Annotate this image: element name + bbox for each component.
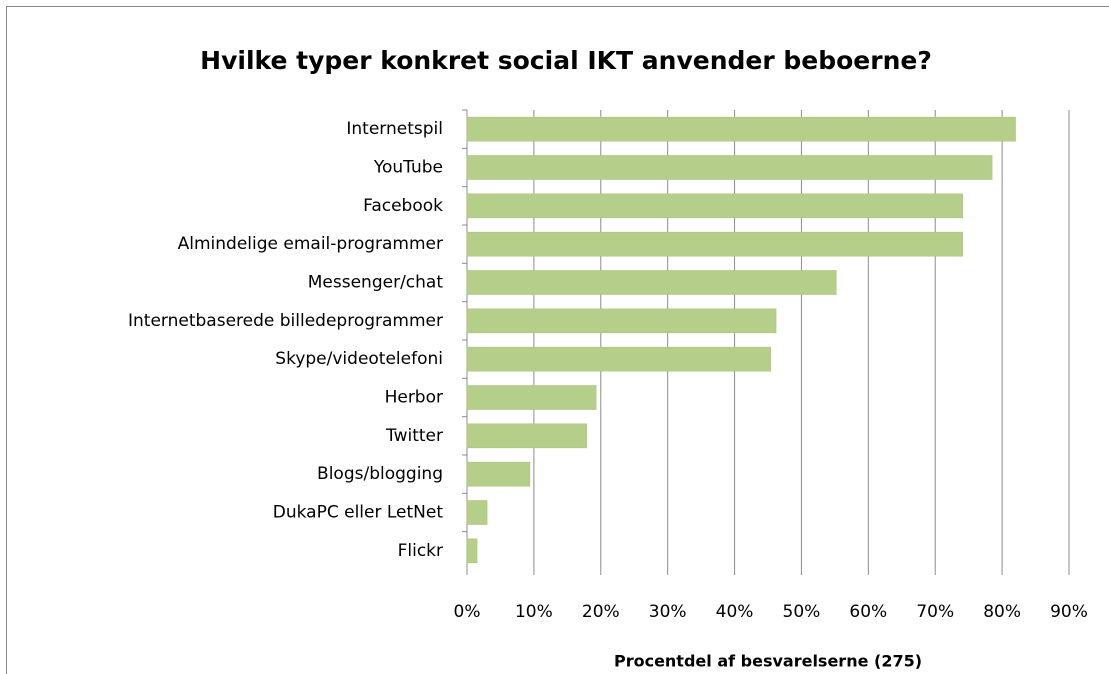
x-tick-label: 90% bbox=[1050, 602, 1088, 622]
y-tick-label: Messenger/chat bbox=[308, 273, 444, 293]
x-tick-label: 30% bbox=[649, 602, 687, 622]
bar bbox=[466, 270, 837, 295]
y-tick-label: DukaPC eller LetNet bbox=[273, 503, 444, 523]
y-tick-label: Internetspil bbox=[346, 119, 443, 139]
x-tick-label: 40% bbox=[716, 602, 754, 622]
y-tick-label: Skype/videotelefoni bbox=[275, 349, 443, 369]
bar bbox=[466, 155, 993, 180]
bar bbox=[466, 308, 777, 334]
x-tick-label: 20% bbox=[582, 602, 620, 622]
y-tick-label: Flickr bbox=[398, 541, 443, 561]
y-tick-label: Internetbaserede billedeprogrammer bbox=[128, 311, 443, 331]
x-tick-label: 10% bbox=[515, 602, 553, 622]
chart-frame bbox=[6, 6, 1109, 674]
bar bbox=[466, 538, 478, 564]
x-axis-title: Procentdel af besvarelserne (275) bbox=[614, 652, 922, 671]
bar bbox=[466, 346, 771, 372]
bar bbox=[466, 193, 963, 219]
bar bbox=[466, 231, 963, 257]
x-tick-label: 70% bbox=[916, 602, 954, 622]
chart-title: Hvilke typer konkret social IKT anvender… bbox=[200, 46, 932, 75]
x-tick-label: 50% bbox=[783, 602, 821, 622]
bar bbox=[466, 500, 488, 525]
y-tick-label: Almindelige email-programmer bbox=[178, 234, 443, 254]
y-tick-label: YouTube bbox=[373, 158, 443, 178]
bar bbox=[466, 385, 597, 410]
y-tick-label: Twitter bbox=[385, 426, 443, 446]
y-tick-label: Facebook bbox=[363, 196, 443, 216]
x-tick-label: 80% bbox=[983, 602, 1021, 622]
x-tick-label: 60% bbox=[849, 602, 887, 622]
bar bbox=[466, 461, 531, 487]
y-tick-label: Blogs/blogging bbox=[317, 464, 443, 484]
bar bbox=[466, 116, 1016, 142]
y-tick-label: Herbor bbox=[385, 388, 443, 408]
x-tick-label: 0% bbox=[454, 602, 481, 622]
bar bbox=[466, 423, 588, 449]
